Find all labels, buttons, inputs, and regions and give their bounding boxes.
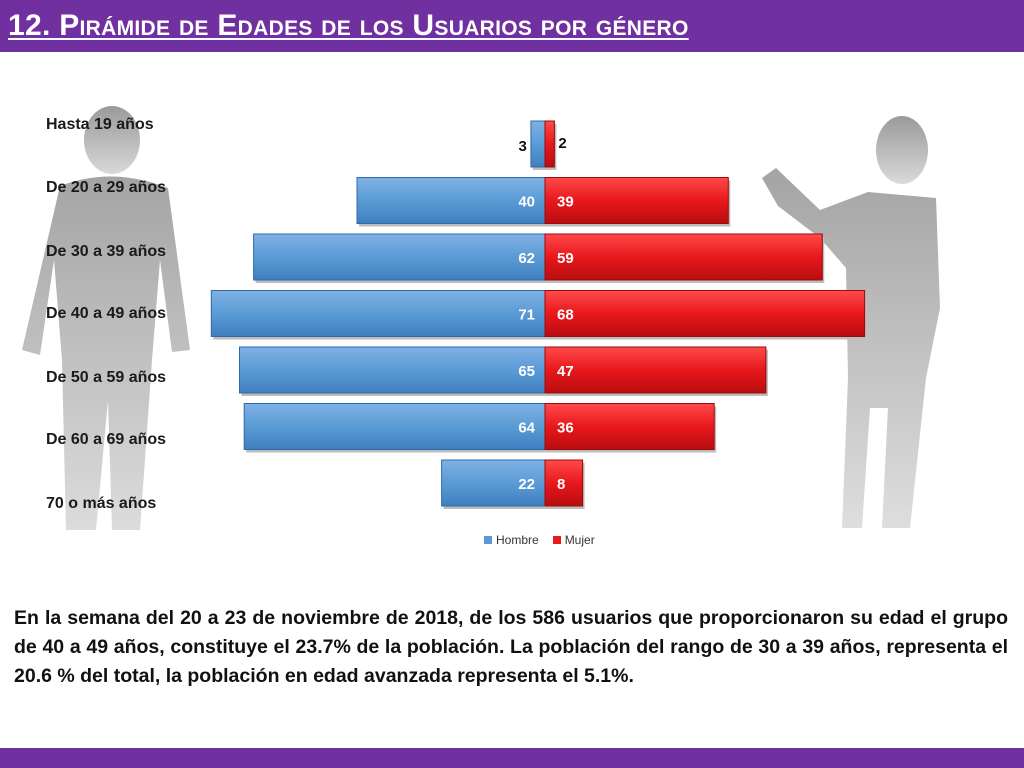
pyramid-chart: 3 2 40 39 62 59 71 68 65 47 64 36 22 8 [210,120,867,509]
data-label-hombre: 64 [518,420,535,437]
category-label: De 50 a 59 años [46,369,167,386]
category-label: 70 o más años [46,495,157,512]
bar-mujer [544,177,729,224]
legend-label-mujer: Mujer [564,533,595,547]
bar-mujer [544,233,823,281]
data-label-mujer: 39 [557,194,574,211]
bar-hombre [441,459,546,507]
data-label-hombre: 40 [518,194,535,211]
data-label-mujer: 47 [557,363,574,380]
data-label-hombre: 22 [518,476,535,493]
legend-item-mujer: Mujer [552,533,595,547]
description-text: En la semana del 20 a 23 de noviembre de… [14,607,1008,687]
category-label: De 30 a 39 años [46,243,167,260]
bar-mujer [544,290,866,337]
data-label-hombre: 71 [518,307,535,324]
bar-mujer [544,459,584,507]
category-label: Hasta 19 años [46,116,154,133]
legend-swatch-hombre [484,536,492,544]
data-label-hombre: 3 [519,138,527,155]
data-label-mujer: 59 [557,250,574,267]
bar-mujer [544,120,555,168]
bar-hombre [530,120,546,168]
bar-hombre [243,403,546,450]
data-label-hombre: 62 [518,250,535,267]
bar-hombre [210,290,546,337]
chart-legend: Hombre Mujer [484,533,595,547]
data-label-mujer: 36 [557,420,574,437]
data-label-mujer: 8 [557,476,565,493]
category-label: De 40 a 49 años [46,305,167,322]
title-bar: 12. Pirámide de Edades de los Usuarios p… [0,0,1024,52]
bottom-bar [0,748,1024,768]
legend-item-hombre: Hombre [484,533,539,547]
category-label: De 20 a 29 años [46,179,167,196]
legend-swatch-mujer [552,536,561,544]
bar-mujer [544,403,715,450]
data-label-mujer: 68 [557,307,574,324]
man-silhouette-icon [22,106,190,530]
bar-hombre [239,346,546,394]
slide-title: 12. Pirámide de Edades de los Usuarios p… [8,9,689,42]
bar-hombre [356,177,546,224]
bar-mujer [544,346,767,394]
data-label-hombre: 65 [518,363,535,380]
data-label-mujer: 2 [558,135,566,152]
bar-hombre [253,233,546,281]
legend-label-hombre: Hombre [496,533,539,547]
category-label: De 60 a 69 años [46,431,167,448]
woman-silhouette-icon [762,116,940,528]
